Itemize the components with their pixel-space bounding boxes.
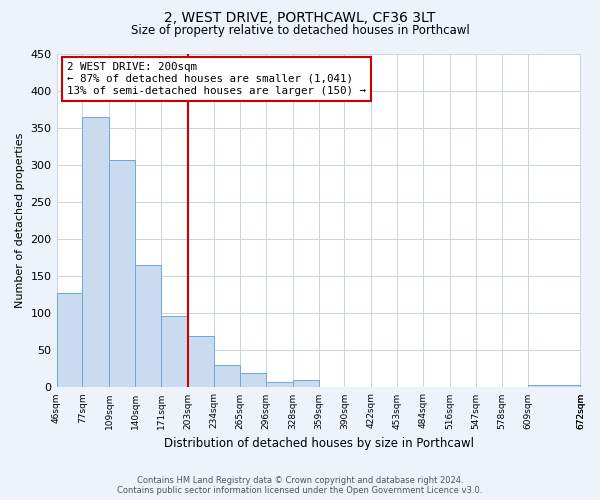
Bar: [188, 336, 214, 388]
Bar: [293, 380, 319, 388]
Text: Contains HM Land Registry data © Crown copyright and database right 2024.
Contai: Contains HM Land Registry data © Crown c…: [118, 476, 482, 495]
Text: 2 WEST DRIVE: 200sqm
← 87% of detached houses are smaller (1,041)
13% of semi-de: 2 WEST DRIVE: 200sqm ← 87% of detached h…: [67, 62, 366, 96]
Bar: [528, 385, 580, 388]
Bar: [109, 160, 135, 388]
Bar: [82, 117, 109, 388]
Bar: [266, 382, 293, 388]
Text: Size of property relative to detached houses in Porthcawl: Size of property relative to detached ho…: [131, 24, 469, 37]
Bar: [161, 316, 188, 388]
X-axis label: Distribution of detached houses by size in Porthcawl: Distribution of detached houses by size …: [164, 437, 473, 450]
Text: 2, WEST DRIVE, PORTHCAWL, CF36 3LT: 2, WEST DRIVE, PORTHCAWL, CF36 3LT: [164, 11, 436, 25]
Bar: [214, 365, 240, 388]
Bar: [56, 292, 82, 388]
Bar: [240, 372, 266, 388]
Y-axis label: Number of detached properties: Number of detached properties: [15, 133, 25, 308]
Bar: [135, 265, 161, 388]
